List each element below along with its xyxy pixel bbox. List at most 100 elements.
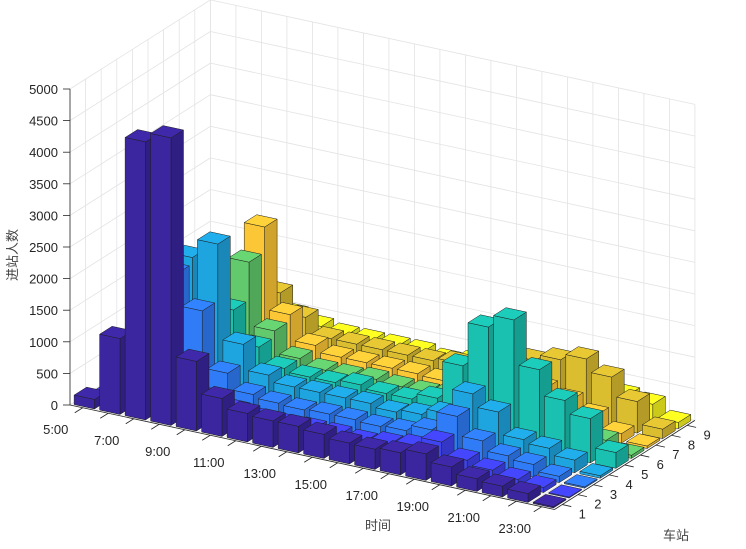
z-tick-label: 3000 [29,208,58,223]
z-tick-label: 500 [36,366,58,381]
bar-top-face [150,125,184,139]
bar-top-face [528,435,563,449]
y-tick-label: 5 [641,467,648,482]
x-tick [482,495,491,502]
x-axis-label: 时间 [365,519,391,534]
z-tick-label: 0 [51,398,58,413]
axes [63,88,697,513]
bar-top-face [334,407,368,420]
bar-top-face [248,362,282,376]
bar-station-1-hour-23 [532,494,567,509]
bar-top-face [258,390,292,404]
bar-top-face [595,439,629,453]
bar-top-face [273,374,308,388]
bar-top-face [456,466,490,480]
y-tick-label: 7 [672,447,679,462]
bar-top-face [283,397,317,411]
bar-top-face [320,344,354,358]
x-tick-label: 7:00 [94,433,119,448]
gridline-z-back [210,62,695,168]
bar-top-face [243,214,278,228]
z-tick-label: 3500 [29,177,58,192]
y-tick-label: 1 [579,507,586,522]
x-tick [533,506,542,513]
y-tick-label: 2 [594,497,601,512]
bar-top-face [226,400,261,414]
gridline-z-back [210,189,695,295]
y-tick [609,474,619,478]
bar-station-1-hour-22 [507,481,541,503]
y-tick-label: 9 [703,427,710,442]
bar-top-face [360,413,394,427]
x-tick [253,445,262,452]
bar-front-face [201,393,223,437]
x-tick-label: 11:00 [193,455,225,470]
bar-station-1-hour-8 [150,125,184,426]
bar-top-face [279,345,313,359]
x-tick-label: 9:00 [145,444,170,459]
x-tick [125,418,134,425]
bar-front-face [175,356,197,432]
bar-station-3-hour-23 [564,474,598,489]
bar-top-face [452,381,486,395]
x-tick [431,484,440,491]
bars [73,125,692,509]
bar-top-face [538,463,572,477]
x-tick [508,500,517,507]
bar-top-face [253,318,288,332]
tick-labels: 0 500 1000 1500 2000 2500 3000 3500 4000 4500 5000… [29,82,711,536]
gridline-z-back [210,220,695,326]
bar-top-face [554,447,588,461]
y-tick [624,464,634,468]
bar-station-1-hour-10 [201,385,235,437]
z-tick-label: 1000 [29,335,58,350]
bar-top-face [436,403,470,417]
bar-station-5-hour-23 [595,439,629,469]
bar-top-face [371,355,405,369]
bar-top-face [626,433,660,447]
bar-top-face [430,454,465,468]
bar-top-face [294,332,329,346]
bar-top-face [328,430,363,444]
bar-top-face [269,302,303,315]
x-tick [202,434,211,441]
bar-top-face [565,346,599,360]
bar-front-face [124,137,146,421]
bar-top-face [387,342,421,356]
gridline-z-left [69,62,211,153]
z-tick-label: 4000 [29,145,58,160]
bar-top-face [420,429,455,443]
x-tick [329,462,338,469]
bar-top-face [477,399,512,413]
z-tick-label: 4500 [29,114,58,129]
z-axis-label: 进站人数 [6,229,21,281]
x-tick-label: 5:00 [43,422,68,437]
x-tick [74,407,83,414]
y-tick [640,454,650,458]
bar-top-face [591,364,625,378]
bar-front-face [226,408,248,443]
x-tick-label: 23:00 [498,521,531,536]
bar-station-1-hour-21 [481,473,516,498]
gridline-z-back [210,31,695,137]
bar-front-face [405,449,427,481]
y-tick-label: 8 [688,437,695,452]
bar-front-face [277,421,299,454]
x-tick [406,478,415,485]
y-tick [593,484,603,488]
bar-top-face [493,307,527,321]
x-tick-label: 17:00 [345,488,378,503]
z-tick-label: 2000 [29,272,58,287]
x-tick [457,489,466,496]
gridline-z-back [210,157,695,263]
bar-station-8-hour-23 [642,416,676,439]
bar-top-face [405,441,439,455]
x-tick [100,412,109,419]
bar-station-4-hour-23 [579,463,614,479]
bar-top-face [642,416,676,430]
bar-top-face [462,428,496,442]
bar-top-face [345,350,380,364]
x-tick [355,467,364,474]
bar-top-face [507,481,541,494]
